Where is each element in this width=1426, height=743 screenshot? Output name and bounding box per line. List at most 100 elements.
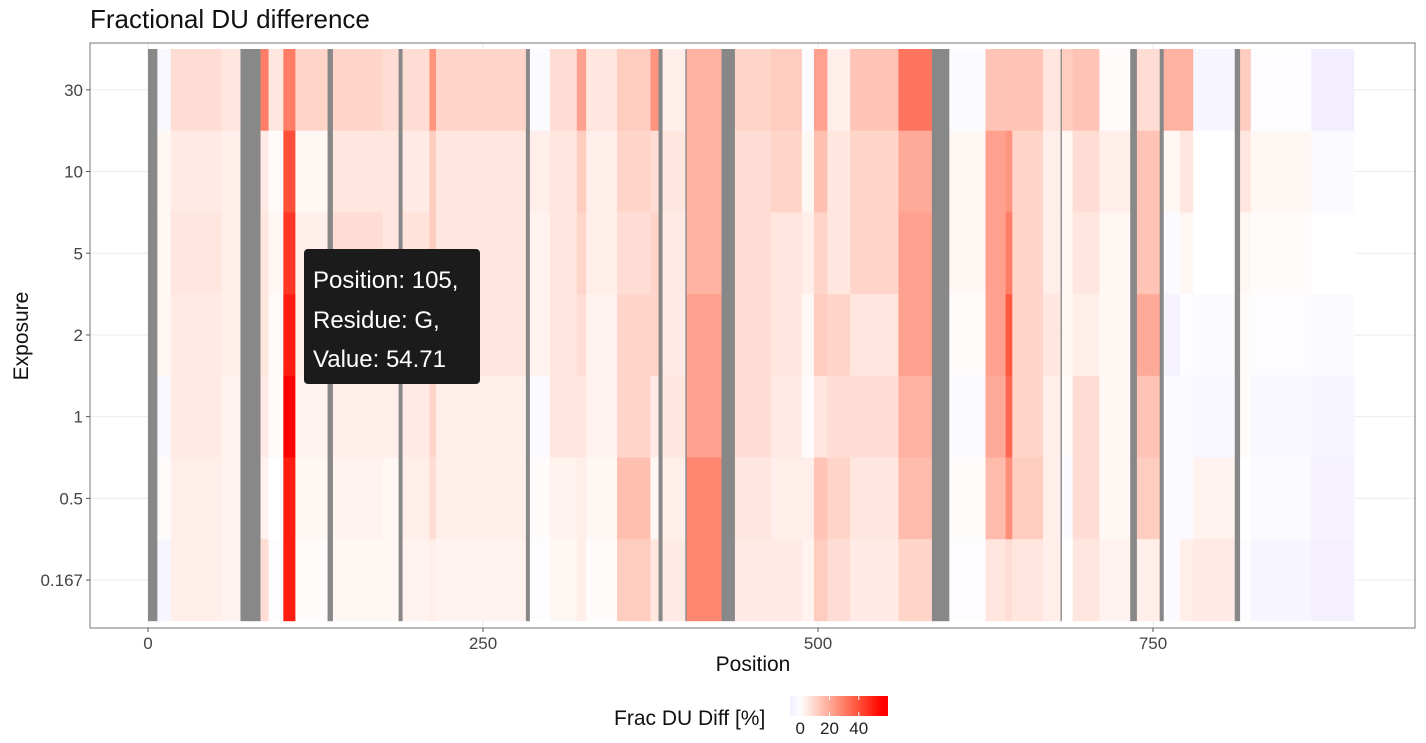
heatmap-cell[interactable] bbox=[1099, 539, 1131, 622]
heatmap-cell[interactable] bbox=[550, 212, 578, 295]
heatmap-cell[interactable] bbox=[436, 130, 527, 213]
heatmap-cell[interactable] bbox=[662, 212, 686, 295]
heatmap-cell[interactable] bbox=[436, 457, 527, 540]
heatmap-cell[interactable] bbox=[586, 539, 618, 622]
heatmap-cell[interactable] bbox=[157, 539, 172, 622]
heatmap-cell-missing[interactable] bbox=[1060, 539, 1063, 622]
heatmap-cell[interactable] bbox=[157, 294, 172, 377]
heatmap-cell-missing[interactable] bbox=[931, 212, 950, 295]
heatmap-cell[interactable] bbox=[221, 539, 241, 622]
heatmap-cell[interactable] bbox=[850, 539, 899, 622]
heatmap-cell[interactable] bbox=[1072, 375, 1100, 458]
heatmap-cell[interactable] bbox=[734, 457, 772, 540]
heatmap-cell-missing[interactable] bbox=[1130, 294, 1138, 377]
heatmap-cell[interactable] bbox=[436, 539, 527, 622]
heatmap-cell[interactable] bbox=[827, 539, 851, 622]
heatmap-cell-missing[interactable] bbox=[931, 130, 950, 213]
heatmap-cell[interactable] bbox=[898, 49, 933, 131]
heatmap-cell[interactable] bbox=[1240, 294, 1252, 377]
heatmap-cell-missing[interactable] bbox=[398, 539, 403, 622]
heatmap-cell[interactable] bbox=[429, 539, 437, 622]
heatmap-cell-missing[interactable] bbox=[1130, 130, 1138, 213]
heatmap-cell[interactable] bbox=[402, 49, 430, 131]
heatmap-cell[interactable] bbox=[170, 375, 222, 458]
heatmap-cell-missing[interactable] bbox=[240, 375, 261, 458]
heatmap-cell[interactable] bbox=[221, 212, 241, 295]
heatmap-cell-missing[interactable] bbox=[1234, 49, 1241, 131]
heatmap-cell-missing[interactable] bbox=[327, 49, 334, 131]
heatmap-cell[interactable] bbox=[586, 212, 618, 295]
heatmap-cell[interactable] bbox=[662, 457, 686, 540]
heatmap-cell-missing[interactable] bbox=[685, 49, 687, 131]
heatmap-cell[interactable] bbox=[260, 212, 269, 295]
heatmap-cell[interactable] bbox=[1005, 375, 1013, 458]
heatmap-cell[interactable] bbox=[898, 375, 933, 458]
heatmap-cell[interactable] bbox=[1136, 130, 1160, 213]
heatmap-cell-missing[interactable] bbox=[721, 375, 736, 458]
heatmap-cell[interactable] bbox=[650, 375, 659, 458]
heatmap-cell[interactable] bbox=[686, 212, 722, 295]
heatmap-cell[interactable] bbox=[1099, 212, 1131, 295]
heatmap-cell[interactable] bbox=[1136, 212, 1160, 295]
heatmap-cell[interactable] bbox=[813, 294, 828, 377]
heatmap-cell[interactable] bbox=[1012, 375, 1044, 458]
heatmap-cell[interactable] bbox=[550, 539, 578, 622]
heatmap-cell[interactable] bbox=[221, 130, 241, 213]
heatmap-cell[interactable] bbox=[221, 457, 241, 540]
heatmap-cell[interactable] bbox=[268, 457, 284, 540]
heatmap-cell[interactable] bbox=[1043, 539, 1061, 622]
heatmap-cell[interactable] bbox=[429, 457, 437, 540]
heatmap-cell[interactable] bbox=[170, 539, 222, 622]
heatmap-cell[interactable] bbox=[734, 375, 772, 458]
heatmap-cell[interactable] bbox=[157, 49, 172, 131]
heatmap-cell[interactable] bbox=[771, 294, 803, 377]
heatmap-cell[interactable] bbox=[1240, 539, 1252, 622]
heatmap-cell[interactable] bbox=[157, 457, 172, 540]
heatmap-cell[interactable] bbox=[550, 130, 578, 213]
heatmap-cell[interactable] bbox=[586, 49, 618, 131]
heatmap-cell-missing[interactable] bbox=[1234, 539, 1241, 622]
heatmap-cell[interactable] bbox=[1136, 539, 1160, 622]
heatmap-cell[interactable] bbox=[550, 294, 578, 377]
heatmap-cell[interactable] bbox=[402, 539, 430, 622]
heatmap-cell-missing[interactable] bbox=[525, 457, 531, 540]
heatmap-cell[interactable] bbox=[1061, 212, 1073, 295]
heatmap-cell-missing[interactable] bbox=[1234, 375, 1241, 458]
heatmap-cell[interactable] bbox=[813, 457, 828, 540]
heatmap-cell[interactable] bbox=[576, 212, 587, 295]
heatmap-cell[interactable] bbox=[1043, 49, 1061, 131]
heatmap-cell[interactable] bbox=[850, 212, 899, 295]
heatmap-cell[interactable] bbox=[827, 49, 851, 131]
heatmap-cell-missing[interactable] bbox=[240, 539, 261, 622]
heatmap-cell[interactable] bbox=[1311, 212, 1355, 295]
heatmap-cell[interactable] bbox=[813, 539, 828, 622]
heatmap-cell[interactable] bbox=[771, 375, 803, 458]
heatmap-cell[interactable] bbox=[1136, 49, 1160, 131]
heatmap-cell[interactable] bbox=[402, 130, 430, 213]
heatmap-cell[interactable] bbox=[827, 375, 851, 458]
heatmap-cell[interactable] bbox=[221, 294, 241, 377]
heatmap-cell-missing[interactable] bbox=[1130, 539, 1138, 622]
heatmap-cell-missing[interactable] bbox=[1060, 294, 1063, 377]
heatmap-cell[interactable] bbox=[268, 49, 284, 131]
heatmap-cell[interactable] bbox=[529, 130, 551, 213]
heatmap-cell[interactable] bbox=[771, 130, 803, 213]
heatmap-cell-missing[interactable] bbox=[398, 457, 403, 540]
heatmap-cell[interactable] bbox=[1179, 294, 1194, 377]
heatmap-cell[interactable] bbox=[1163, 375, 1181, 458]
heatmap-cell[interactable] bbox=[771, 539, 803, 622]
heatmap-cell[interactable] bbox=[801, 539, 815, 622]
heatmap-cell[interactable] bbox=[1193, 212, 1236, 295]
heatmap-cell[interactable] bbox=[429, 130, 437, 213]
heatmap-cell[interactable] bbox=[1250, 294, 1312, 377]
heatmap-cell[interactable] bbox=[801, 49, 815, 131]
heatmap-cell[interactable] bbox=[170, 49, 222, 131]
heatmap-cell[interactable] bbox=[1005, 49, 1013, 131]
heatmap-cell[interactable] bbox=[1061, 375, 1073, 458]
heatmap-cell-missing[interactable] bbox=[525, 539, 531, 622]
heatmap-cell-missing[interactable] bbox=[398, 130, 403, 213]
heatmap-cell[interactable] bbox=[283, 130, 296, 213]
heatmap-cell-missing[interactable] bbox=[148, 457, 158, 540]
heatmap-cell[interactable] bbox=[1012, 539, 1044, 622]
heatmap-cell[interactable] bbox=[1250, 49, 1312, 131]
